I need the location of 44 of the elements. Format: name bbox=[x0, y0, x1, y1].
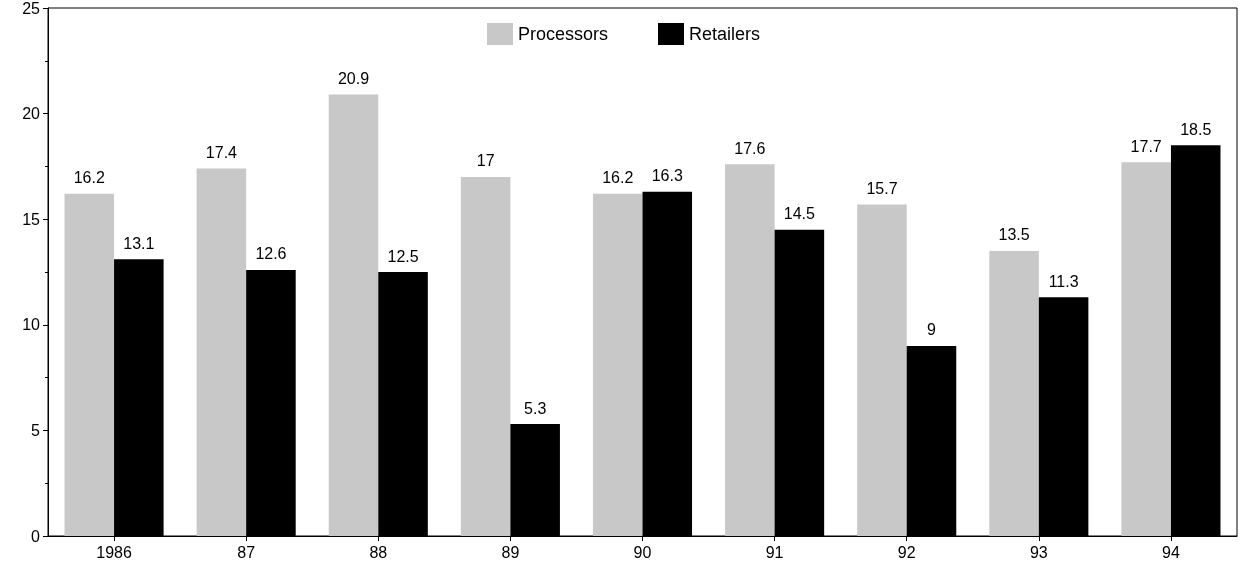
x-tick-label: 92 bbox=[897, 543, 916, 561]
data-label: 5.3 bbox=[524, 399, 547, 417]
data-label: 18.5 bbox=[1180, 120, 1212, 138]
data-label: 16.2 bbox=[602, 169, 634, 187]
data-label: 17.4 bbox=[205, 144, 238, 162]
x-tick-label: 90 bbox=[633, 543, 652, 561]
y-tick-label: 20 bbox=[22, 105, 41, 123]
x-tick-label: 94 bbox=[1162, 543, 1180, 561]
x-tick-label: 91 bbox=[765, 543, 784, 561]
data-label: 11.3 bbox=[1048, 272, 1079, 290]
data-label: 14.5 bbox=[783, 205, 816, 223]
legend-label: Processors bbox=[517, 24, 609, 44]
data-label: 16.2 bbox=[73, 169, 105, 187]
bar bbox=[1121, 162, 1171, 536]
data-label: 20.9 bbox=[337, 70, 370, 88]
bar bbox=[857, 204, 907, 536]
x-tick-label: 93 bbox=[1029, 543, 1048, 561]
x-tick-label: 1986 bbox=[96, 543, 132, 561]
data-label: 15.7 bbox=[866, 179, 898, 197]
bar bbox=[592, 193, 643, 536]
data-label: 17.7 bbox=[1130, 137, 1162, 155]
data-label: 9 bbox=[927, 321, 937, 339]
bar bbox=[989, 250, 1039, 536]
legend-label: Retailers bbox=[689, 24, 761, 44]
data-label: 17.6 bbox=[734, 139, 766, 157]
data-label: 12.6 bbox=[255, 245, 287, 263]
data-label: 12.5 bbox=[387, 247, 419, 265]
y-tick-label: 25 bbox=[22, 0, 41, 17]
bar bbox=[64, 193, 115, 536]
data-label: 16.3 bbox=[651, 167, 683, 185]
bar bbox=[328, 94, 379, 536]
data-label: 17 bbox=[476, 152, 495, 170]
y-tick-label: 5 bbox=[31, 421, 41, 439]
x-tick-label: 87 bbox=[237, 543, 256, 561]
x-tick-label: 88 bbox=[369, 543, 388, 561]
bar bbox=[460, 176, 511, 536]
data-label: 13.1 bbox=[123, 234, 155, 252]
bar bbox=[196, 168, 247, 536]
y-tick-label: 10 bbox=[22, 316, 41, 334]
x-tick-label: 89 bbox=[501, 543, 520, 561]
y-tick-label: 15 bbox=[22, 210, 41, 228]
bar bbox=[725, 164, 775, 536]
y-tick-label: 0 bbox=[31, 527, 41, 545]
data-label: 13.5 bbox=[998, 226, 1030, 244]
